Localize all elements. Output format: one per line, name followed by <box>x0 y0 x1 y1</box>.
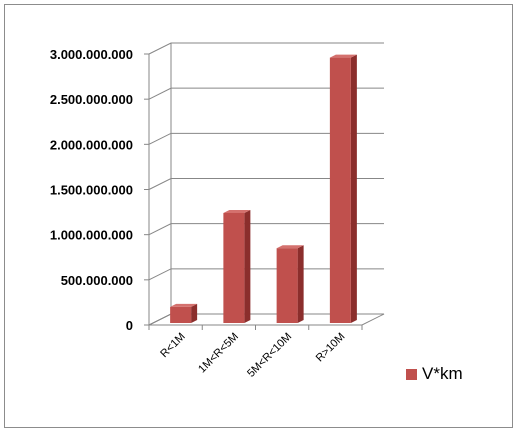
y-tick-label: 2.000.000.000 <box>50 137 133 152</box>
floor <box>148 313 385 326</box>
y-tick-label: 1.500.000.000 <box>50 183 133 198</box>
y-tick-label: 1.000.000.000 <box>50 228 133 243</box>
bar-front <box>329 57 351 323</box>
bar-side <box>191 303 198 323</box>
y-tick-label: 0 <box>126 318 133 333</box>
y-tick-label: 500.000.000 <box>61 273 133 288</box>
bar <box>329 54 357 323</box>
x-tick-label: R<1M <box>158 331 187 360</box>
bar-top <box>223 209 251 213</box>
bars <box>170 54 357 323</box>
bar <box>170 303 198 323</box>
bar-side <box>244 209 251 323</box>
bar-side <box>350 54 357 323</box>
bar-side <box>297 245 304 323</box>
y-tick-label: 3.000.000.000 <box>50 47 133 62</box>
bar-front <box>223 212 245 323</box>
y-tick-labels: 0 500.000.000 1.000.000.000 1.500.000.000 2.… <box>50 47 133 333</box>
legend-label: V*km <box>422 364 463 383</box>
x-tick-label: 1M<R<5M <box>196 331 241 376</box>
x-tick-label: R>10M <box>314 331 348 365</box>
chart-frame <box>4 4 513 428</box>
legend-swatch <box>406 368 417 380</box>
bar <box>223 209 251 323</box>
axes <box>144 43 385 330</box>
bar-top <box>329 54 357 58</box>
bar-top <box>170 303 198 307</box>
bar <box>276 245 304 323</box>
bar-top <box>276 245 304 249</box>
gridline <box>148 42 384 55</box>
x-tick-labels: R<1M 1M<R<5M 5M<R<10M R>10M <box>158 331 347 380</box>
x-tick-label: 5M<R<10M <box>245 331 294 380</box>
bar-front <box>276 248 298 323</box>
y-tick-label: 2.500.000.000 <box>50 92 133 107</box>
legend: V*km <box>406 364 463 384</box>
bar-front <box>170 306 192 323</box>
